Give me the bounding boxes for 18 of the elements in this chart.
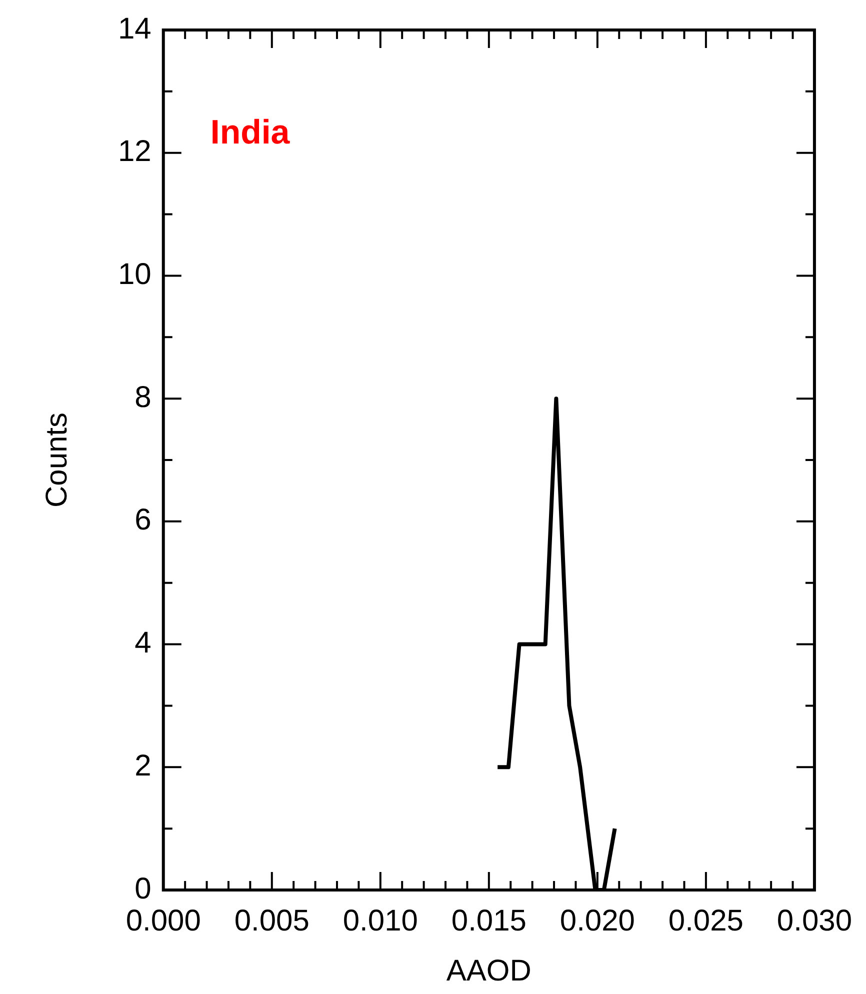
y-tick-label: 14 <box>118 12 152 46</box>
x-tick-label: 0.025 <box>668 904 744 938</box>
x-tick-label: 0.030 <box>776 904 852 938</box>
annotation: India <box>210 113 291 152</box>
y-axis-title: Counts <box>40 412 74 508</box>
y-tick-label: 0 <box>134 872 152 906</box>
y-tick-label: 4 <box>134 626 152 660</box>
x-tick-label: 0.000 <box>126 904 201 938</box>
y-tick-label: 12 <box>118 135 152 168</box>
y-tick-label: 2 <box>134 749 152 782</box>
x-tick-label: 0.020 <box>560 904 635 938</box>
y-tick-label: 6 <box>134 504 152 537</box>
y-tick-label: 10 <box>118 258 152 291</box>
y-tick-label: 8 <box>134 380 152 414</box>
x-axis-title: AAOD <box>446 954 532 988</box>
x-tick-label: 0.015 <box>451 904 526 938</box>
x-tick-label: 0.005 <box>234 904 310 938</box>
x-tick-label: 0.010 <box>342 904 418 938</box>
